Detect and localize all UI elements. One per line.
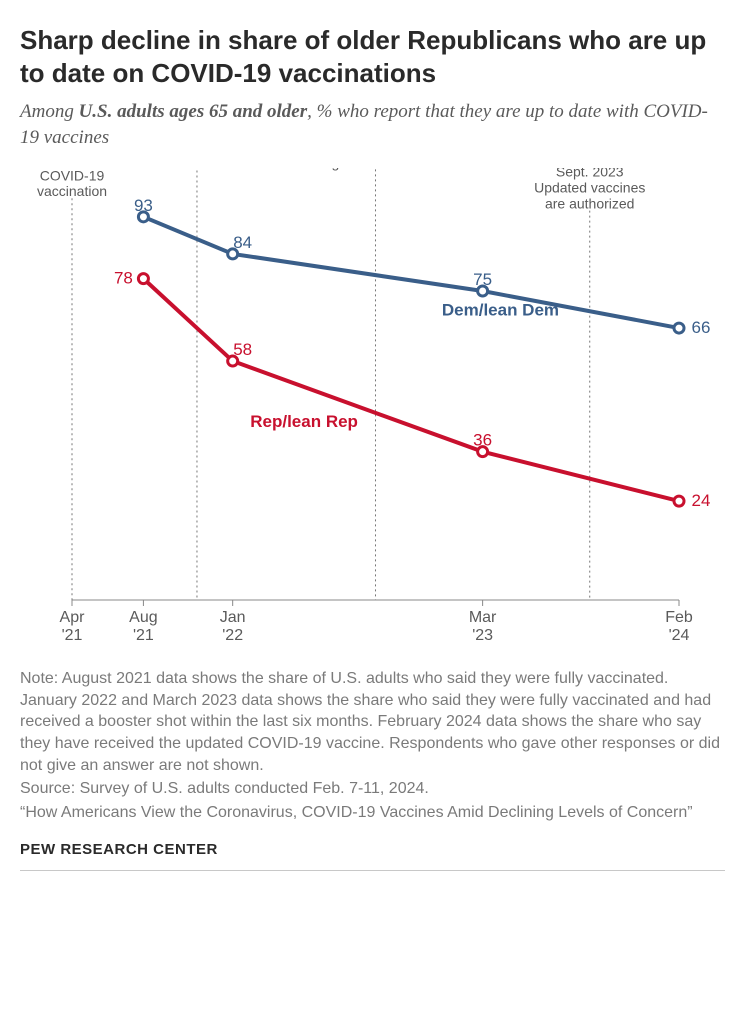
brand-label: PEW RESEARCH CENTER bbox=[20, 841, 725, 858]
svg-text:'21: '21 bbox=[62, 627, 83, 644]
svg-text:24: 24 bbox=[692, 491, 711, 510]
svg-text:Rep/lean Rep: Rep/lean Rep bbox=[250, 412, 358, 431]
subtitle-pre: Among bbox=[20, 101, 79, 122]
svg-text:Apr: Apr bbox=[60, 609, 86, 626]
line-chart: All U.S. adultseligible forCOVID-19vacci… bbox=[20, 168, 725, 658]
note-text: Note: August 2021 data shows the share o… bbox=[20, 668, 725, 776]
chart-svg: All U.S. adultseligible forCOVID-19vacci… bbox=[20, 168, 725, 658]
svg-text:Dem/lean Dem: Dem/lean Dem bbox=[442, 301, 559, 320]
svg-text:Updated vaccines: Updated vaccines bbox=[534, 180, 645, 196]
svg-text:are authorized: are authorized bbox=[545, 196, 635, 212]
svg-text:66: 66 bbox=[692, 318, 711, 337]
svg-text:Jan: Jan bbox=[220, 609, 246, 626]
svg-text:75: 75 bbox=[473, 270, 492, 289]
svg-text:'21: '21 bbox=[133, 627, 154, 644]
svg-text:93: 93 bbox=[134, 196, 153, 215]
footnotes: Note: August 2021 data shows the share o… bbox=[20, 668, 725, 823]
subtitle-bold: U.S. adults ages 65 and older bbox=[79, 101, 308, 122]
svg-text:Feb: Feb bbox=[665, 609, 693, 626]
chart-title: Sharp decline in share of older Republic… bbox=[20, 24, 725, 89]
bottom-divider bbox=[20, 870, 725, 871]
chart-subtitle: Among U.S. adults ages 65 and older, % w… bbox=[20, 99, 725, 150]
svg-text:Mar: Mar bbox=[469, 609, 497, 626]
svg-text:eligible U.S. adults: eligible U.S. adults bbox=[318, 168, 434, 170]
svg-text:36: 36 bbox=[473, 431, 492, 450]
svg-text:'24: '24 bbox=[669, 627, 690, 644]
svg-text:84: 84 bbox=[233, 233, 252, 252]
svg-text:'23: '23 bbox=[472, 627, 493, 644]
svg-text:Aug: Aug bbox=[129, 609, 157, 626]
source-text: Source: Survey of U.S. adults conducted … bbox=[20, 778, 725, 800]
svg-text:vaccination: vaccination bbox=[37, 184, 107, 200]
svg-text:78: 78 bbox=[114, 269, 133, 288]
svg-text:'22: '22 bbox=[222, 627, 243, 644]
svg-text:COVID-19: COVID-19 bbox=[40, 168, 105, 183]
report-text: “How Americans View the Coronavirus, COV… bbox=[20, 802, 725, 824]
svg-text:Sept. 2023: Sept. 2023 bbox=[556, 168, 624, 180]
svg-text:58: 58 bbox=[233, 340, 252, 359]
